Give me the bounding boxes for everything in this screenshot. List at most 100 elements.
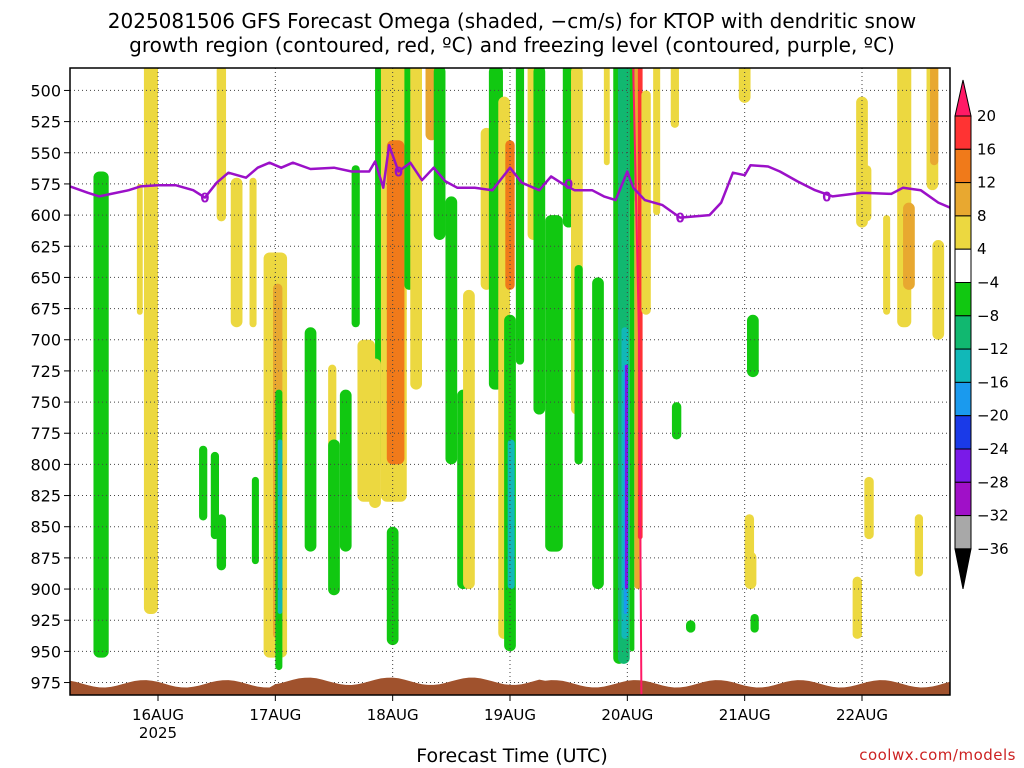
colorbar-bottom-arrow [954, 548, 972, 589]
omega-streak [199, 445, 208, 521]
colorbar-label: 20 [977, 107, 996, 125]
omega-streak [386, 140, 405, 465]
omega-streak [515, 68, 525, 365]
colorbar-label: −32 [977, 507, 1009, 525]
freezing-level-label: 0 [676, 212, 685, 227]
dgz-contour-line [632, 68, 643, 695]
chart-title-line2: growth region (contoured, red, ºC) and f… [129, 33, 895, 57]
omega-streak [251, 476, 259, 565]
colorbar: 20 16 12 8 4 −4 −8 −12 −16 −20 −24 −28 −32 −36 [954, 79, 1009, 589]
omega-streak [304, 327, 317, 552]
x-tick-label: 17AUG [249, 706, 301, 724]
omega-streak [533, 68, 546, 415]
grid-lines [70, 68, 950, 695]
y-tick-label: 600 [30, 206, 61, 225]
omega-streak [351, 165, 360, 328]
y-tick-label: 575 [30, 175, 61, 194]
x-tick-label: 16AUG [132, 706, 184, 724]
colorbar-swatch [954, 248, 972, 283]
colorbar-swatch [954, 448, 972, 483]
omega-streak [603, 68, 610, 166]
freezing-level-line [70, 144, 950, 219]
y-tick-label: 950 [30, 642, 61, 661]
omega-streak [883, 215, 891, 315]
freezing-level-label: 0 [200, 192, 209, 207]
x-tick-sublabel: 2025 [139, 724, 177, 742]
omega-streak [216, 68, 227, 222]
y-tick-label: 650 [30, 268, 61, 287]
omega-streak [277, 439, 283, 614]
omega-streak [856, 96, 868, 228]
colorbar-label: −20 [977, 407, 1009, 425]
y-tick-label: 625 [30, 237, 61, 256]
colorbar-label: −12 [977, 340, 1009, 358]
omega-streak [914, 514, 924, 577]
y-tick-label: 750 [30, 393, 61, 412]
omega-streak [249, 177, 257, 328]
colorbar-label: 8 [977, 207, 987, 225]
x-tick-label: 18AUG [367, 706, 419, 724]
colorbar-swatch [954, 481, 972, 517]
omega-streak [932, 240, 945, 340]
omega-streak [230, 177, 243, 328]
omega-streak [903, 202, 915, 290]
y-tick-label: 525 [30, 113, 61, 132]
colorbar-swatch [954, 381, 972, 417]
colorbar-swatch [954, 182, 972, 217]
y-tick-label: 925 [30, 611, 61, 630]
x-tick-label: 21AUG [719, 706, 771, 724]
colorbar-label: 12 [977, 174, 996, 192]
omega-streak [545, 215, 563, 552]
colorbar-label: −36 [977, 540, 1009, 558]
omega-streak [750, 613, 759, 633]
colorbar-label: −4 [977, 274, 999, 292]
omega-streak [653, 68, 661, 216]
omega-streak [686, 620, 696, 633]
colorbar-swatch [954, 515, 972, 550]
contour-lines: 0 0 0 0 0 [70, 68, 950, 695]
colorbar-label: −24 [977, 440, 1009, 458]
colorbar-label: −16 [977, 373, 1009, 391]
omega-streak [339, 389, 352, 552]
chart-title-line1: 2025081506 GFS Forecast Omega (shaded, −… [107, 9, 917, 33]
y-tick-label: 500 [30, 81, 61, 100]
colorbar-swatch [954, 282, 972, 317]
colorbar-swatch [954, 115, 972, 150]
freezing-level-label: 0 [564, 178, 573, 193]
omega-streak [369, 358, 381, 509]
colorbar-swatch [954, 315, 972, 350]
y-tick-label: 825 [30, 487, 61, 506]
omega-streak [136, 183, 143, 315]
y-tick-label: 550 [30, 144, 61, 163]
colorbar-swatch [954, 415, 972, 450]
x-tick-label: 22AUG [836, 706, 888, 724]
omega-streak [670, 68, 679, 128]
omega-streak [328, 439, 340, 596]
y-tick-label: 725 [30, 362, 61, 381]
y-tick-label: 975 [30, 674, 61, 693]
omega-streak [629, 68, 635, 652]
ground-fill [70, 677, 950, 695]
omega-streak [216, 514, 227, 571]
credit-text: coolwx.com/models [859, 746, 1016, 764]
y-axis: 500 525 550 575 600 625 650 675 700 725 750 775 800 8… [30, 81, 70, 693]
y-tick-label: 675 [30, 300, 61, 319]
colorbar-label: −28 [977, 473, 1009, 491]
omega-streak [738, 68, 751, 103]
colorbar-top-arrow [954, 79, 972, 117]
omega-streak [744, 514, 755, 577]
colorbar-label: 16 [977, 140, 996, 158]
omega-streak [386, 526, 399, 646]
omega-streak [930, 68, 939, 166]
x-tick-label: 19AUG [484, 706, 536, 724]
omega-streak [445, 196, 458, 465]
colorbar-swatch [954, 215, 972, 250]
freezing-level-label: 0 [394, 165, 403, 180]
y-tick-label: 775 [30, 424, 61, 443]
y-tick-label: 700 [30, 331, 61, 350]
freezing-level-label: 0 [822, 190, 831, 205]
y-tick-label: 900 [30, 580, 61, 599]
x-axis-title: Forecast Time (UTC) [416, 745, 608, 767]
